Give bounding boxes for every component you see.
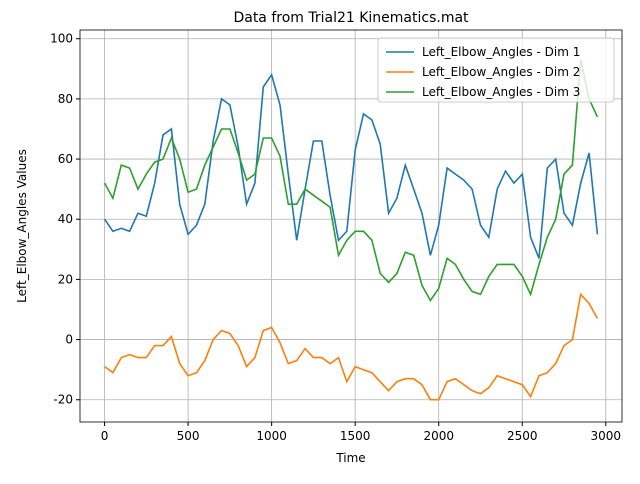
y-tick-label: 0 [65, 333, 73, 347]
x-tick-label: 0 [101, 429, 109, 443]
x-tick-label: 500 [177, 429, 200, 443]
chart-title: Data from Trial21 Kinematics.mat [233, 10, 469, 26]
y-tick-label: 80 [58, 92, 73, 106]
legend-box [377, 37, 615, 103]
plot-frame [79, 29, 623, 423]
x-tick-label: 3000 [591, 429, 622, 443]
y-tick-label: -20 [53, 393, 73, 407]
y-axis-label: Left_Elbow_Angles Values [15, 149, 29, 303]
x-tick-label: 2000 [423, 429, 454, 443]
y-tick-label: 100 [50, 32, 73, 46]
series-line [104, 292, 599, 401]
x-axis-label: Time [335, 451, 365, 465]
legend-label: Left_Elbow_Angles - Dim 3 [422, 85, 580, 99]
legend-label: Left_Elbow_Angles - Dim 1 [422, 45, 580, 59]
y-tick-label: 20 [58, 272, 73, 286]
y-tick-label: 40 [58, 212, 73, 226]
series-line [103, 72, 599, 259]
legend-label: Left_Elbow_Angles - Dim 2 [422, 65, 580, 79]
y-tick-label: 60 [58, 152, 73, 166]
legend: Left_Elbow_Angles - Dim 1 Left_Elbow_Angl… [377, 37, 615, 103]
x-tick-label: 1000 [256, 429, 287, 443]
series-line [103, 59, 599, 303]
x-tick-label: 1500 [340, 429, 371, 443]
x-tick-label: 2500 [507, 429, 538, 443]
